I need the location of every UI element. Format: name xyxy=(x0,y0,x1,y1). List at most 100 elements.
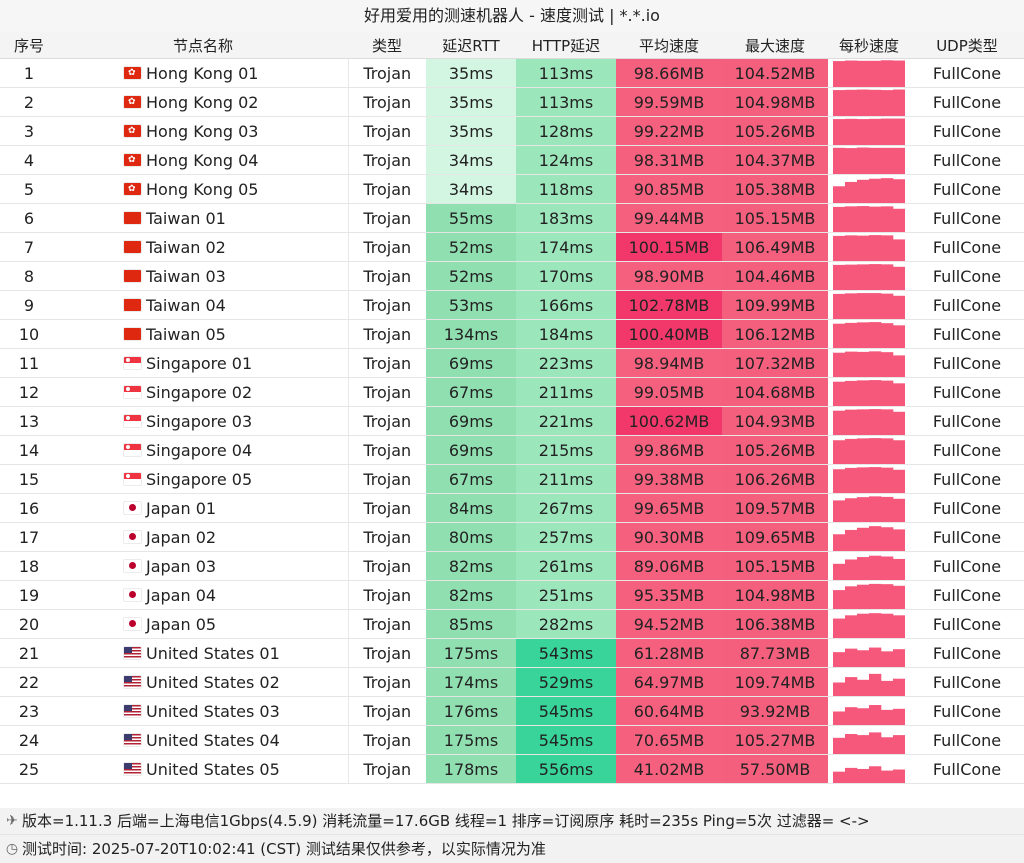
speed-bar xyxy=(845,648,858,667)
node-name-cell: Taiwan 01 xyxy=(58,203,348,233)
node-name-wrap: Hong Kong 03 xyxy=(58,122,348,141)
node-name-cell: Hong Kong 01 xyxy=(58,58,348,88)
results-table: 序号 节点名称 类型 延迟RTT HTTP延迟 平均速度 最大速度 每秒速度 U… xyxy=(0,32,1024,784)
per-second-sparkline xyxy=(833,765,905,783)
node-name-wrap: United States 05 xyxy=(58,760,348,779)
row-index: 8 xyxy=(0,261,58,291)
udp-type: FullCone xyxy=(910,290,1024,320)
node-name-cell: Hong Kong 05 xyxy=(58,174,348,204)
speed-bar xyxy=(893,295,905,319)
node-name-wrap: Hong Kong 04 xyxy=(58,151,348,170)
hk-flag-icon xyxy=(124,154,141,166)
us-flag-icon xyxy=(124,705,141,717)
node-name-wrap: Hong Kong 01 xyxy=(58,64,348,83)
rtt-value: 84ms xyxy=(426,493,516,523)
speed-bar xyxy=(857,613,870,638)
udp-type: FullCone xyxy=(910,58,1024,88)
table-row: 2 Hong Kong 02 Trojan35ms113ms99.59MB104.9… xyxy=(0,87,1024,117)
node-type: Trojan xyxy=(347,406,426,436)
http-latency-value: 113ms xyxy=(516,58,616,88)
speed-bar xyxy=(881,322,894,348)
speed-bar xyxy=(869,321,882,348)
speed-bar xyxy=(881,467,894,493)
node-name-cell: United States 01 xyxy=(58,638,348,668)
speed-bar xyxy=(869,647,882,667)
speed-bar xyxy=(893,411,905,435)
avg-speed-value: 99.86MB xyxy=(616,435,722,465)
node-name: Taiwan 05 xyxy=(146,324,226,344)
footer-info-bar: ✈ 版本=1.11.3 后端=上海电信1Gbps(4.5.9) 消耗流量=17.… xyxy=(0,808,1024,834)
node-name: Taiwan 03 xyxy=(146,266,226,286)
jp-flag-icon xyxy=(124,502,141,514)
node-name: Japan 04 xyxy=(146,585,217,605)
speed-bar xyxy=(881,147,894,174)
http-latency-value: 183ms xyxy=(516,203,616,233)
http-latency-value: 184ms xyxy=(516,319,616,349)
rtt-value: 34ms xyxy=(426,145,516,175)
rtt-value: 35ms xyxy=(426,87,516,117)
per-second-sparkline xyxy=(833,205,905,232)
speed-bar xyxy=(833,118,846,145)
speed-bar xyxy=(845,118,858,145)
speed-bar xyxy=(869,147,882,174)
rtt-value: 82ms xyxy=(426,551,516,581)
udp-type: FullCone xyxy=(910,464,1024,494)
per-second-speed-cell xyxy=(828,696,910,726)
node-name: United States 02 xyxy=(146,672,280,692)
header-max: 最大速度 xyxy=(722,32,828,59)
speed-bar xyxy=(845,497,858,522)
table-row: 9 Taiwan 04 Trojan 53ms 166ms 102.78MB 109.99M… xyxy=(0,290,1024,320)
row-index: 3 xyxy=(0,116,58,146)
node-name-wrap: Hong Kong 02 xyxy=(58,93,348,112)
table-row: 6 Taiwan 01 Trojan 55ms 183ms 99.44MB 105.15MB… xyxy=(0,203,1024,233)
row-index: 18 xyxy=(0,551,58,581)
node-type: Trojan xyxy=(347,754,426,784)
node-name-wrap: Singapore 04 xyxy=(58,441,348,460)
node-name: Japan 01 xyxy=(146,498,217,518)
node-type: Trojan xyxy=(347,435,426,465)
avg-speed-value: 99.44MB xyxy=(616,203,722,233)
node-name: United States 01 xyxy=(146,643,280,663)
speed-bar xyxy=(869,704,882,725)
udp-type: FullCone xyxy=(910,667,1024,697)
jp-flag-icon xyxy=(124,589,141,601)
node-name-cell: United States 05 xyxy=(58,754,348,784)
speed-bar xyxy=(845,558,858,580)
rtt-value: 178ms xyxy=(426,754,516,784)
udp-type: FullCone xyxy=(910,638,1024,668)
speed-bar xyxy=(893,528,905,551)
per-second-speed-cell xyxy=(828,116,910,146)
http-latency-value: 118ms xyxy=(516,174,616,204)
speed-bar xyxy=(893,469,905,493)
node-type: Trojan xyxy=(347,348,426,378)
speed-bar xyxy=(881,526,894,551)
http-latency-value: 128ms xyxy=(516,116,616,146)
rtt-value: 134ms xyxy=(426,319,516,349)
avg-speed-value: 90.30MB xyxy=(616,522,722,552)
per-second-sparkline xyxy=(833,147,905,174)
http-latency-value: 211ms xyxy=(516,377,616,407)
speed-bar xyxy=(881,556,894,580)
per-second-sparkline xyxy=(833,704,905,725)
table-row: 23 United States 03 Trojan 176ms 545ms 60.64M… xyxy=(0,696,1024,726)
per-second-speed-cell xyxy=(828,319,910,349)
node-name-wrap: Japan 05 xyxy=(58,615,348,634)
node-type: Trojan xyxy=(347,319,426,349)
speed-bar xyxy=(881,351,894,377)
sg-flag-icon xyxy=(124,444,141,456)
node-name-cell: Japan 03 xyxy=(58,551,348,581)
http-latency-value: 545ms xyxy=(516,725,616,755)
speed-bar xyxy=(881,59,894,87)
node-name: Taiwan 02 xyxy=(146,237,226,257)
node-name: Hong Kong 05 xyxy=(146,179,259,199)
table-row: 7 Taiwan 02 Trojan 52ms 174ms 100.15MB 106.49M… xyxy=(0,232,1024,262)
row-index: 13 xyxy=(0,406,58,436)
udp-type: FullCone xyxy=(910,435,1024,465)
http-latency-value: 529ms xyxy=(516,667,616,697)
node-name: Taiwan 04 xyxy=(146,295,226,315)
header-name: 节点名称 xyxy=(58,32,348,59)
node-name-cell: Japan 05 xyxy=(58,609,348,639)
per-second-sparkline xyxy=(833,495,905,522)
per-second-sparkline xyxy=(833,437,905,464)
speed-bar xyxy=(833,589,846,609)
